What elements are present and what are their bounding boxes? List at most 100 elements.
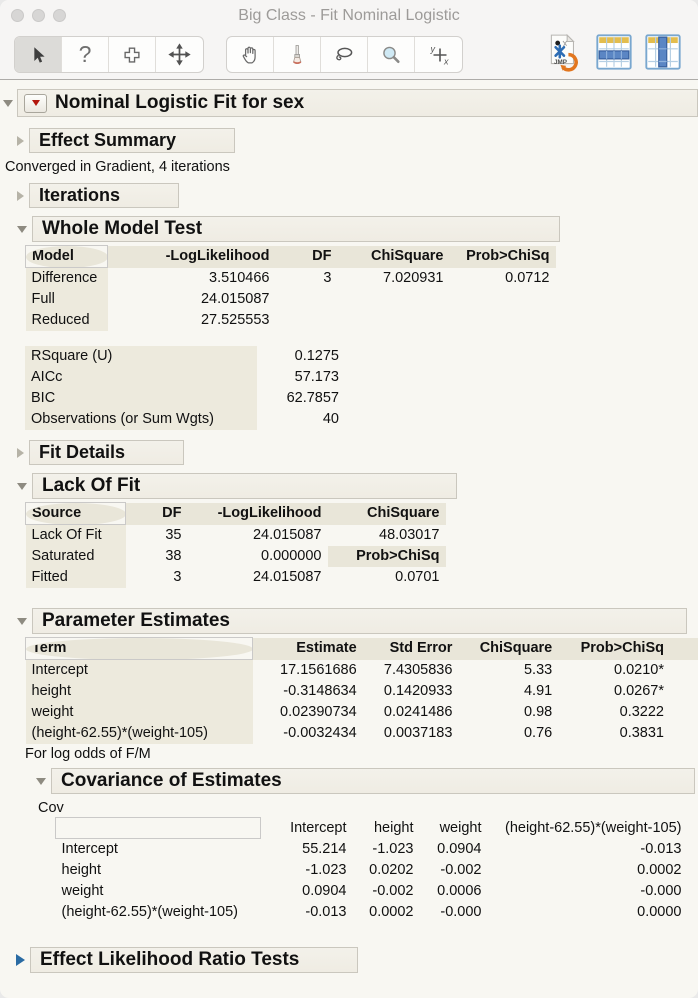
fit-details-header[interactable]: Fit Details [29, 440, 185, 465]
column-header: height [373, 819, 414, 836]
disclosure-triangle-expanded[interactable] [36, 777, 46, 785]
window-controls [11, 9, 66, 22]
column-header: Std Error [362, 637, 459, 660]
column-header: ChiSquare [327, 502, 446, 525]
cursor-tool-group: ? [14, 36, 204, 73]
table-row: weight 0.0904 -0.002 0.0006 -0.000 [61, 883, 682, 899]
lack-of-fit-table: Source DF -LogLikelihood ChiSquare Lack … [25, 502, 446, 588]
section-fit-details: Fit Details [0, 440, 698, 465]
table-header-row: Intercept height weight (height-62.55)*(… [55, 817, 688, 839]
column-header: Prob>ChiSq [558, 637, 698, 660]
magnifier-icon [383, 46, 400, 63]
magnifier-tool-button[interactable] [368, 37, 415, 72]
question-mark-icon: ? [78, 41, 92, 67]
section-nominal-logistic-fit: Nominal Logistic Fit for sex [0, 89, 698, 117]
section-effect-likelihood-ratio-tests: Effect Likelihood Ratio Tests [0, 947, 698, 973]
move-arrows-icon [168, 43, 191, 66]
effect-likelihood-ratio-tests-header[interactable]: Effect Likelihood Ratio Tests [30, 947, 359, 973]
red-triangle-icon [31, 100, 40, 106]
column-header: Prob>ChiSq [449, 245, 556, 268]
minimize-button[interactable] [32, 9, 45, 22]
table-column-view-button[interactable] [644, 33, 682, 76]
brush-icon [293, 44, 302, 64]
svg-text:x: x [443, 56, 449, 66]
p-value: 0.0210* [614, 661, 664, 678]
column-header: DF [275, 245, 338, 268]
window-title: Big Class - Fit Nominal Logistic [238, 7, 460, 24]
close-button[interactable] [11, 9, 24, 22]
table-row: AICc 57.173 [25, 367, 345, 388]
jmp-recall-button[interactable]: JMP [544, 32, 584, 77]
section-whole-model-test: Whole Model Test [0, 216, 698, 242]
covariance-of-estimates-header[interactable]: Covariance of Estimates [51, 768, 695, 794]
parameter-estimates-header[interactable]: Parameter Estimates [32, 608, 687, 634]
disclosure-triangle-expanded[interactable] [17, 225, 27, 233]
main-report-header[interactable]: Nominal Logistic Fit for sex [17, 89, 698, 117]
column-header: -LogLikelihood [187, 502, 328, 525]
parameter-estimates-table: Term Estimate Std Error ChiSquare Prob>C… [24, 637, 698, 744]
column-header: weight [439, 819, 482, 836]
table-row: BIC 62.7857 [25, 388, 345, 409]
table-column-selection-icon [645, 34, 681, 70]
table-row: Fitted 3 24.015087 0.0701 [25, 567, 446, 588]
table-row: Saturated 38 0.000000 Prob>ChiSq [25, 546, 446, 567]
inline-column-header: Prob>ChiSq [327, 546, 446, 567]
log-odds-note: For log odds of F/M [25, 746, 151, 762]
effect-summary-header[interactable]: Effect Summary [29, 128, 236, 153]
zoom-button[interactable] [53, 9, 66, 22]
p-value: 0.3831 [619, 725, 664, 741]
grabber-tool-button[interactable] [227, 37, 274, 72]
title-bar: Big Class - Fit Nominal Logistic [0, 0, 698, 30]
table-row: Lack Of Fit 35 24.015087 48.03017 [25, 524, 446, 546]
lasso-tool-button[interactable] [321, 37, 368, 72]
jmp-document-recall-icon: JMP [550, 33, 578, 72]
table-row: RSquare (U) 0.1275 [25, 346, 345, 367]
table-header-row: Model -LogLikelihood DF ChiSquare Prob>C… [25, 245, 556, 268]
svg-text:JMP: JMP [554, 59, 567, 66]
table-row: height -0.3148634 0.1420933 4.91 0.0267* [25, 681, 698, 702]
table-row: Observations (or Sum Wgts) 40 [25, 409, 345, 430]
move-tool-button[interactable] [156, 37, 203, 72]
red-triangle-menu-button[interactable] [24, 93, 47, 113]
table-row: Full 24.015087 [25, 289, 556, 310]
section-parameter-estimates: Parameter Estimates [0, 608, 698, 634]
table-header-row: Source DF -LogLikelihood ChiSquare [25, 502, 446, 525]
disclosure-triangle-expanded[interactable] [17, 617, 27, 625]
table-row: height -1.023 0.0202 -0.002 0.0002 [61, 862, 682, 878]
p-value: 0.3222 [619, 704, 664, 720]
disclosure-triangle-expanded[interactable] [17, 482, 27, 490]
disclosure-triangle-collapsed-blue[interactable] [16, 954, 25, 966]
table-row: Difference 3.510466 3 7.020931 0.0712 [25, 267, 556, 289]
column-header: Model [25, 245, 108, 268]
section-covariance-of-estimates: Covariance of Estimates [0, 768, 698, 794]
column-header: ChiSquare [337, 245, 450, 268]
table-row-view-button[interactable] [595, 33, 633, 76]
column-header: (height-62.55)*(weight-105) [504, 819, 682, 836]
crosshairs-yx-icon: yx [429, 44, 449, 67]
disclosure-triangle-collapsed[interactable] [17, 447, 24, 458]
table-row: Intercept 17.1561686 7.4305836 5.33 0.02… [25, 659, 698, 681]
table-row: (height-62.55)*(weight-105) -0.013 0.000… [61, 904, 682, 920]
help-tool-button[interactable]: ? [62, 37, 109, 72]
report-content: Nominal Logistic Fit for sex Effect Summ… [0, 80, 698, 998]
lasso-icon [336, 47, 353, 60]
lack-of-fit-header[interactable]: Lack Of Fit [32, 473, 457, 499]
covariance-table: Intercept height weight (height-62.55)*(… [55, 817, 688, 923]
disclosure-triangle-collapsed[interactable] [17, 135, 24, 146]
section-lack-of-fit: Lack Of Fit [0, 473, 698, 499]
table-row: Reduced 27.525553 [25, 310, 556, 331]
iterations-header[interactable]: Iterations [29, 183, 180, 208]
main-report-title: Nominal Logistic Fit for sex [55, 92, 305, 113]
whole-model-test-header[interactable]: Whole Model Test [32, 216, 560, 242]
disclosure-triangle-collapsed[interactable] [17, 190, 24, 201]
selection-tool-button[interactable] [109, 37, 156, 72]
cov-label: Cov [38, 800, 64, 816]
column-header: Term [24, 637, 254, 660]
disclosure-triangle-expanded[interactable] [3, 99, 13, 107]
brush-tool-button[interactable] [274, 37, 321, 72]
section-iterations: Iterations [0, 183, 698, 208]
arrow-tool-button[interactable] [15, 37, 62, 72]
